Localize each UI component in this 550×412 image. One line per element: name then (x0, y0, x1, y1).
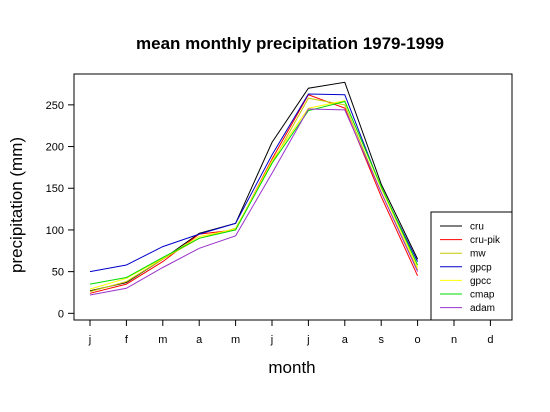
legend: cru cru-pik mw gpcp gpcc cmap adam (430, 211, 513, 321)
y-axis-label: precipitation (mm) (7, 137, 26, 273)
series-lines (89, 81, 419, 296)
x-tick-label: s (378, 334, 384, 346)
y-tick-label: 0 (58, 308, 64, 320)
legend-label-gpcp: gpcp (470, 262, 492, 273)
x-tick-label: j (88, 334, 91, 346)
legend-box (430, 211, 513, 321)
y-tick-label: 50 (52, 267, 64, 279)
series-line-gpcc (89, 100, 419, 290)
series-line-cru (89, 81, 419, 292)
series-line-cmap (89, 100, 419, 285)
x-tick-label: a (196, 334, 203, 346)
legend-label-cru: cru (470, 222, 484, 233)
x-tick-label: j (306, 334, 309, 346)
x-tick-label: j (270, 334, 273, 346)
x-tick-label: m (231, 334, 240, 346)
legend-label-cmap: cmap (470, 290, 495, 301)
y-axis: 0 50 100 150 200 250 (46, 100, 75, 320)
x-tick-label: d (487, 334, 493, 346)
series-line-gpcp (89, 93, 419, 273)
legend-label-adam: adam (470, 303, 495, 314)
series-line-adam (89, 108, 419, 296)
chart-title: mean monthly precipitation 1979-1999 (136, 34, 444, 53)
y-tick-label: 100 (46, 225, 64, 237)
x-axis-label: month (268, 358, 315, 377)
x-tick-label: a (342, 334, 349, 346)
legend-label-cru-pik: cru-pik (470, 235, 501, 246)
x-tick-label: m (158, 334, 167, 346)
y-tick-label: 250 (46, 100, 64, 112)
x-tick-label: o (415, 334, 421, 346)
y-tick-label: 200 (46, 142, 64, 154)
y-tick-label: 150 (46, 183, 64, 195)
x-tick-label: n (451, 334, 457, 346)
legend-label-gpcc: gpcc (470, 276, 491, 287)
x-tick-label: f (125, 334, 129, 346)
legend-label-mw: mw (470, 249, 486, 260)
